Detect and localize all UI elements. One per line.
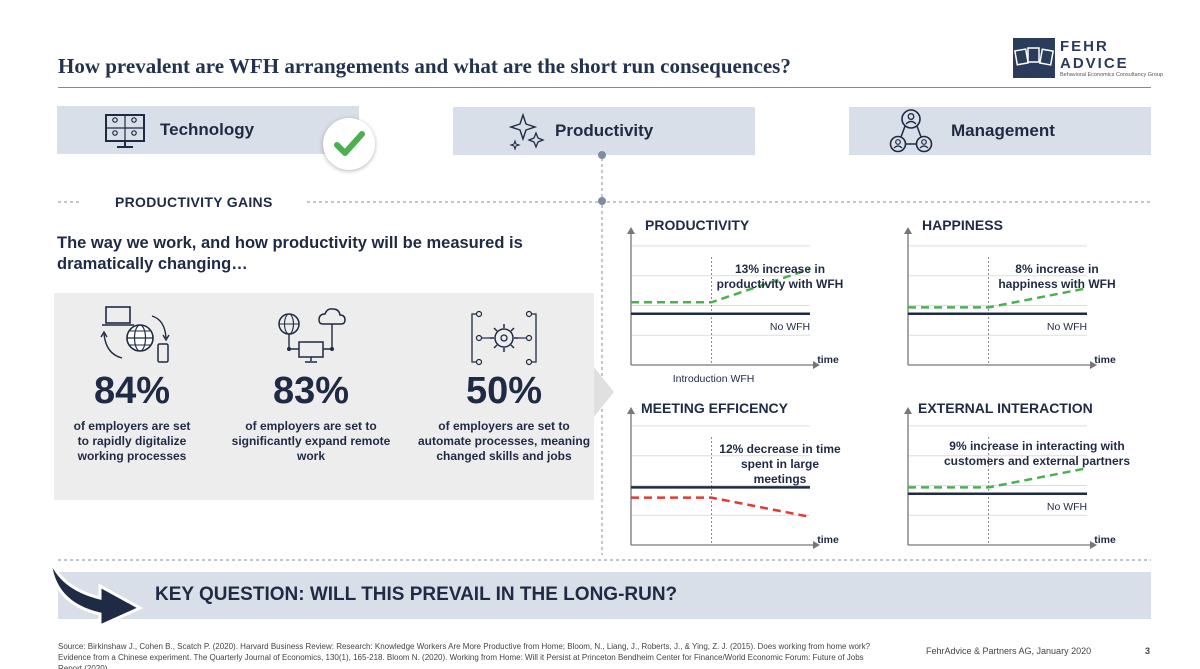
sparkles-icon (508, 111, 545, 151)
stat-value: 83% (272, 370, 350, 412)
stat-card: 84% of employers are set to rapidly digi… (42, 300, 222, 464)
wfh-series-line (631, 267, 811, 304)
chart-happiness: 8% increase in happiness with WFH No WFH ti… (904, 227, 1116, 369)
chart-annotation: 13% increase in productivity with WFH (717, 262, 844, 291)
slide-title: How prevalent are WFH arrangements and w… (58, 54, 791, 78)
logo-line-2: ADVICE (1060, 55, 1129, 72)
x-axis-label: time (817, 354, 839, 366)
chart-title-meeting-efficiency: MEETING EFFICENCY (641, 400, 789, 416)
cloud-network-icon (221, 300, 401, 370)
fehradvice-logo: FEHR ADVICE Behavioral Economics Consult… (1013, 38, 1163, 80)
stat-description: of employers are set to significantly ex… (231, 419, 391, 463)
page-number: 3 (1145, 646, 1151, 656)
baseline-label: No WFH (1047, 321, 1087, 333)
chart-title-happiness: HAPPINESS (922, 217, 1003, 233)
headline: The way we work, and how productivity wi… (57, 234, 523, 273)
checkmark-icon (323, 118, 375, 170)
title-divider (58, 87, 1151, 88)
x-axis-arrow (1090, 361, 1097, 369)
x-axis-label: time (817, 534, 839, 546)
tab-management-label: Management (951, 121, 1055, 140)
x-axis-label: time (1094, 354, 1116, 366)
section-label: PRODUCTIVITY GAINS (115, 194, 273, 210)
logo-mark-icon (1013, 38, 1055, 78)
tab-technology-label: Technology (160, 120, 255, 139)
chart-meeting-efficiency: 12% decrease in time spent in large meetin… (627, 407, 841, 549)
y-axis-arrow (904, 407, 912, 414)
footer-company: FehrAdvice & Partners AG, January 2020 (926, 646, 1092, 656)
stat-value: 50% (465, 370, 543, 412)
x-axis-arrow (1090, 541, 1097, 549)
chart-title-productivity: PRODUCTIVITY (645, 217, 750, 233)
tab-productivity[interactable]: Productivity (453, 107, 755, 155)
logo-line-1: FEHR (1060, 38, 1109, 55)
baseline-label: No WFH (1047, 501, 1087, 513)
chart-productivity: 13% increase in productivity with WFH No W… (627, 227, 844, 385)
wfh-series-line (631, 496, 811, 519)
arrow-swoosh-icon (48, 557, 144, 628)
x-axis-arrow (813, 541, 820, 549)
tab-productivity-label: Productivity (555, 121, 654, 140)
key-question-bar (58, 572, 1151, 619)
event-label: Introduction WFH (673, 373, 755, 385)
stat-card: 83% of employers are set to significantl… (221, 300, 401, 464)
tab-technology[interactable]: Technology (57, 106, 359, 154)
stat-description: of employers are set to automate process… (417, 419, 591, 463)
y-axis-arrow (627, 227, 635, 234)
automation-gear-icon (414, 300, 594, 370)
chart-annotation: 9% increase in interacting with customers… (944, 439, 1130, 468)
x-axis-arrow (813, 361, 820, 369)
baseline-label: No WFH (770, 321, 810, 333)
chart-external-interaction: 9% increase in interacting with customers… (904, 407, 1130, 549)
chart-title-external-interaction: EXTERNAL INTERACTION (918, 400, 1093, 416)
logo-wordmark: FEHR ADVICE (1060, 38, 1129, 72)
laptop-globe-phone-icon (42, 300, 222, 370)
people-network-icon (889, 108, 933, 154)
y-axis-arrow (904, 227, 912, 234)
chart-annotation: 12% decrease in time spent in large meetin… (719, 442, 841, 486)
x-axis-label: time (1094, 534, 1116, 546)
chart-annotation: 8% increase in happiness with WFH (998, 262, 1115, 291)
stat-value: 84% (93, 370, 171, 412)
arrow-right-icon (590, 362, 614, 422)
wfh-series-line (908, 286, 1088, 309)
y-axis-arrow (627, 407, 635, 414)
computer-video-call-icon (103, 110, 147, 150)
tab-management[interactable]: Management (849, 107, 1151, 155)
stat-description: of employers are set to rapidly digitali… (73, 419, 191, 463)
source-citation: Source: Birkinshaw J., Cohen B., Scatch … (58, 642, 871, 669)
logo-tagline: Behavioral Economics Consultancy Group (1060, 72, 1164, 78)
stat-card: 50% of employers are set to automate pro… (414, 300, 594, 464)
wfh-series-line (908, 466, 1088, 489)
key-question: KEY QUESTION: WILL THIS PREVAIL IN THE L… (155, 584, 678, 605)
